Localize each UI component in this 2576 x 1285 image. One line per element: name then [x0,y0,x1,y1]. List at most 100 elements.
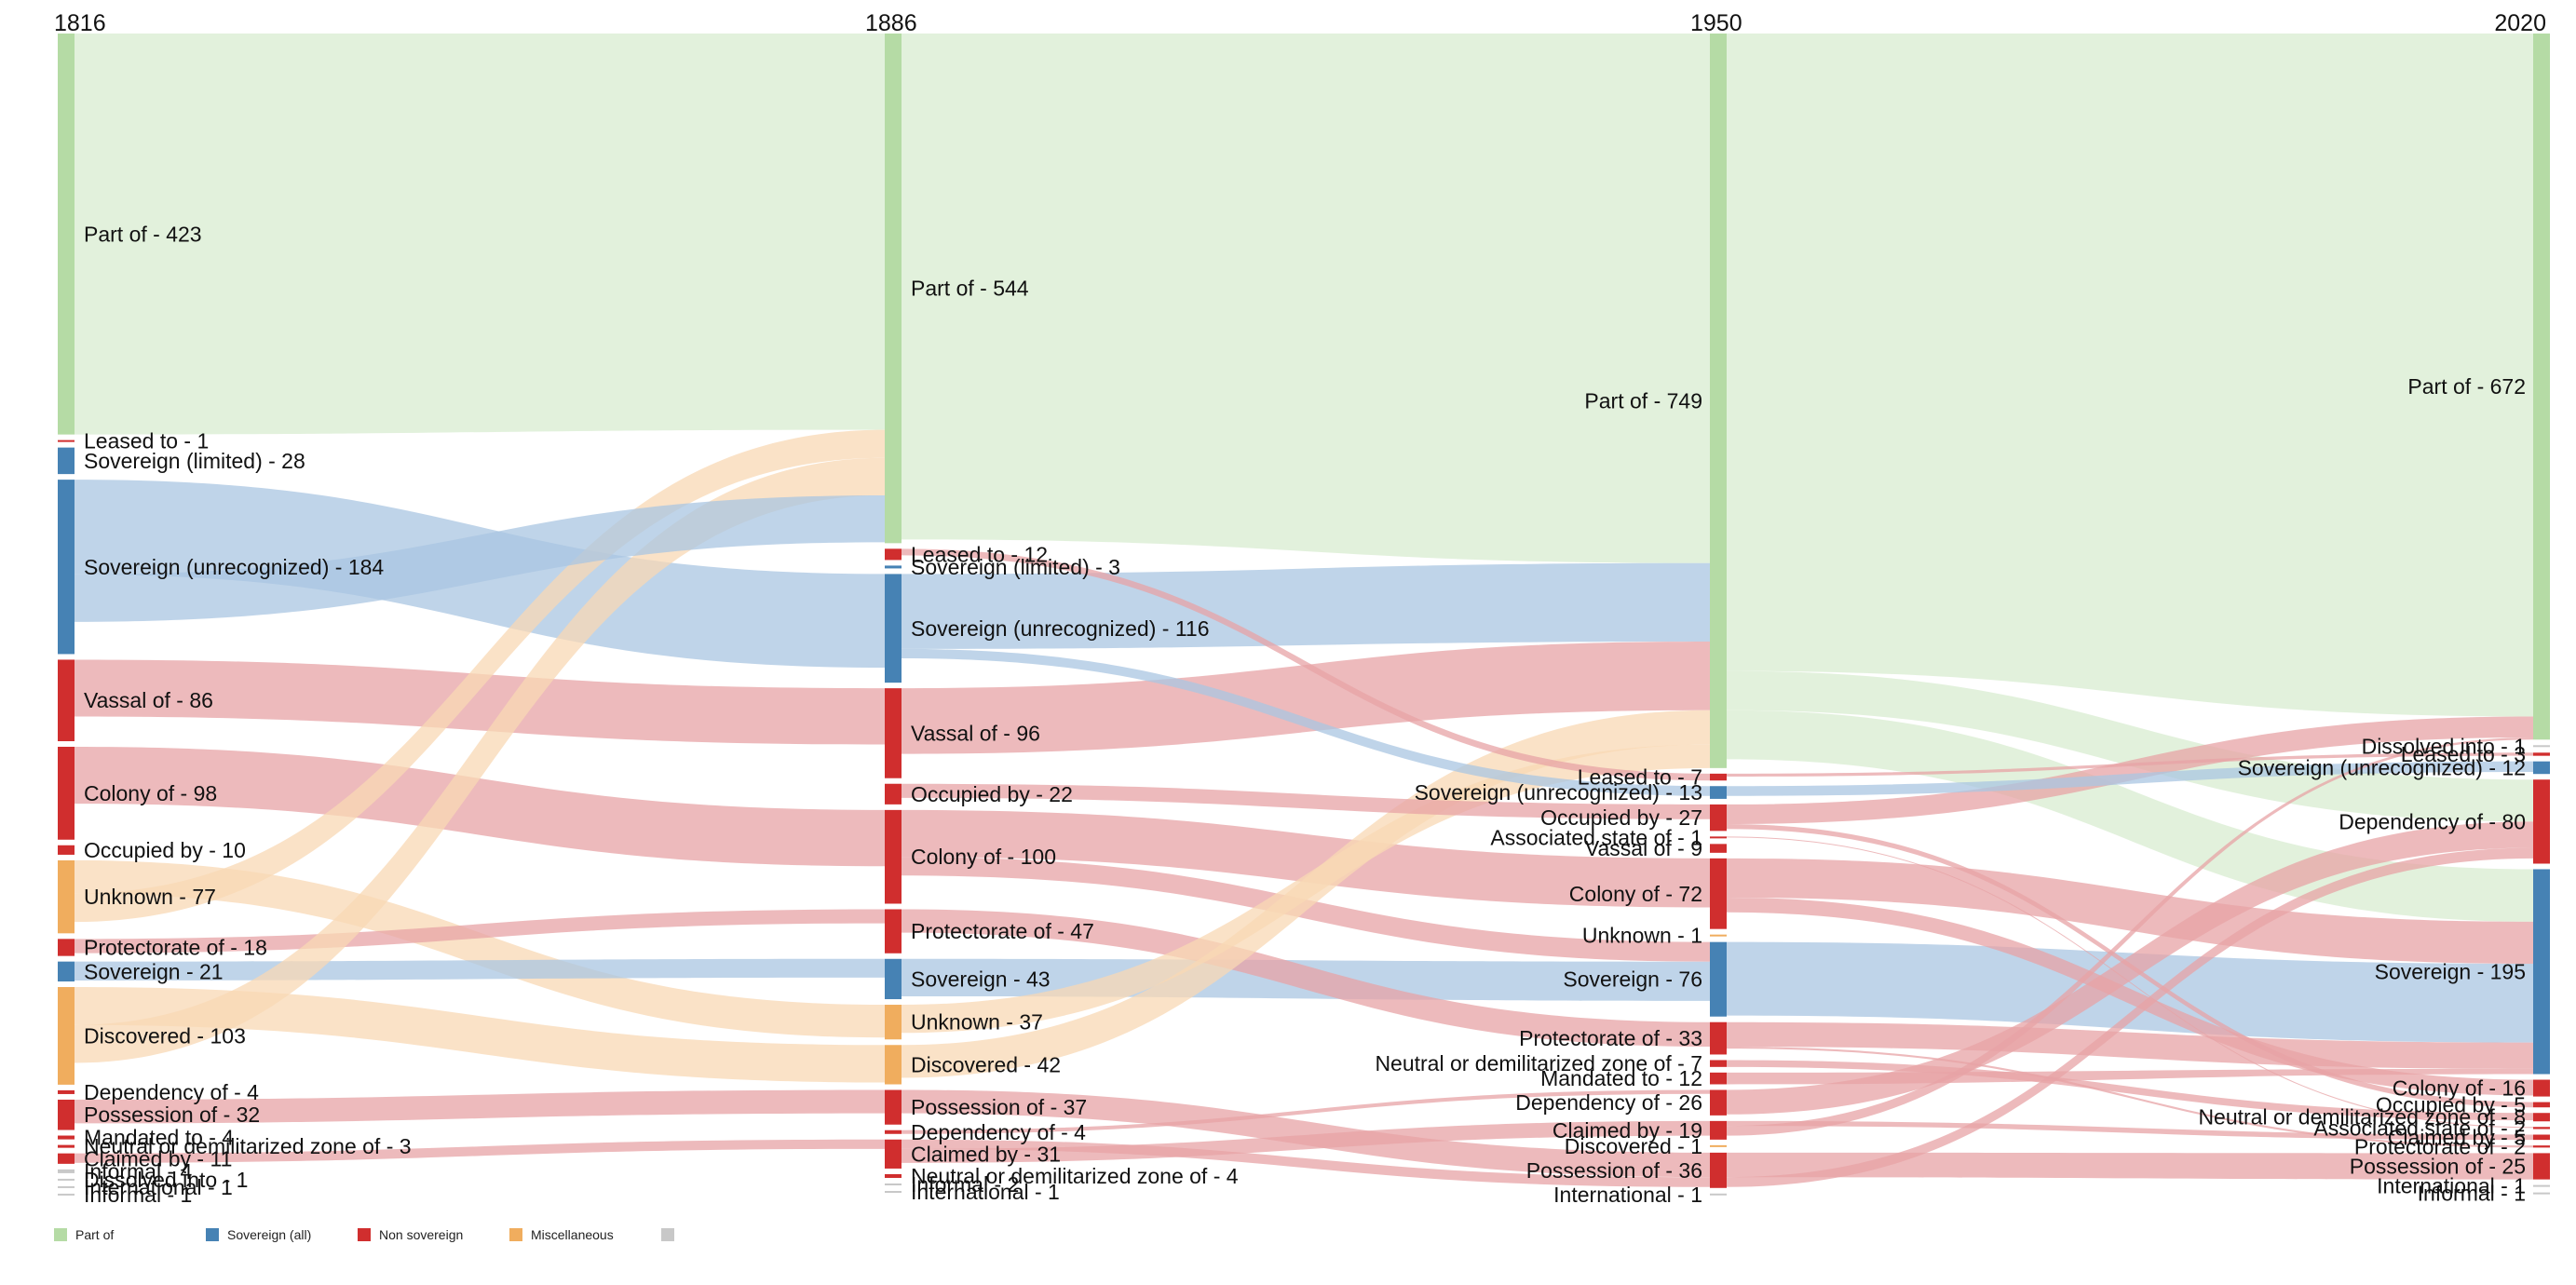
flow-link[interactable] [902,1120,1710,1163]
flow-link[interactable] [1727,1152,2533,1180]
node-bar[interactable] [2533,1102,2550,1108]
node-bar[interactable] [885,1005,902,1040]
node-bar[interactable] [2533,779,2550,864]
node-bar[interactable] [58,480,75,655]
flow-link[interactable] [1727,716,2533,824]
node-bar[interactable] [2533,1079,2550,1097]
flow-link[interactable] [75,495,885,622]
node-bar[interactable] [58,447,75,475]
flow-link[interactable] [75,987,885,1083]
node-bar[interactable] [2533,752,2550,756]
node-bar[interactable] [2533,1145,2550,1148]
flow-link[interactable] [1727,752,2533,778]
node-bar[interactable] [2533,34,2550,740]
legend-item-other[interactable] [661,1227,813,1242]
node-bar[interactable] [58,1169,75,1173]
flow-link[interactable] [1727,670,2533,822]
node-bar[interactable] [2533,869,2550,1075]
flow-link[interactable] [902,648,1710,796]
node-bar[interactable] [2533,1127,2550,1129]
flow-link[interactable] [902,641,1710,754]
node-bar[interactable] [1710,804,1727,832]
flow-link[interactable] [75,1089,885,1124]
node-bar[interactable] [58,1153,75,1164]
node-bar[interactable] [885,809,902,904]
flow-link[interactable] [902,909,1710,1048]
node-bar[interactable] [58,939,75,956]
node-bar[interactable] [1710,1089,1727,1116]
node-bar[interactable] [885,1173,902,1178]
flow-link[interactable] [1727,1021,2533,1069]
flow-link[interactable] [1727,847,2533,1187]
flow-link[interactable] [1727,897,2533,1096]
node-bar[interactable] [58,859,75,934]
node-bar[interactable] [885,1139,902,1169]
node-bar[interactable] [885,1183,902,1185]
flow-link[interactable] [902,34,1710,563]
node-bar[interactable] [58,845,75,855]
node-bar[interactable] [885,565,902,569]
flow-link[interactable] [75,909,885,954]
node-bar[interactable] [1710,1152,1727,1188]
flow-link[interactable] [902,809,1710,908]
flow-link[interactable] [1727,34,2533,717]
node-bar[interactable] [58,1135,75,1140]
node-bar[interactable] [58,1178,75,1181]
node-bar[interactable] [58,1099,75,1130]
node-bar[interactable] [1710,786,1727,799]
node-bar[interactable] [58,987,75,1085]
node-bar[interactable] [885,548,902,561]
node-bar[interactable] [58,440,75,442]
flow-link[interactable] [1727,1047,2533,1148]
node-bar[interactable] [885,1190,902,1193]
node-bar[interactable] [58,34,75,435]
flow-link[interactable] [902,1089,1710,1134]
node-bar[interactable] [58,1144,75,1148]
node-bar[interactable] [2533,1134,2550,1141]
node-bar[interactable] [885,574,902,683]
node-bar[interactable] [1710,934,1727,937]
flow-link[interactable] [75,859,885,1038]
node-bar[interactable] [2533,761,2550,775]
flow-link[interactable] [75,429,885,923]
node-bar[interactable] [58,961,75,982]
legend-item-sovereign[interactable]: Sovereign (all) [206,1227,358,1242]
flow-link[interactable] [1727,1060,2533,1121]
node-bar[interactable] [885,688,902,778]
node-bar[interactable] [58,1185,75,1188]
node-bar[interactable] [885,958,902,1000]
node-bar[interactable] [1710,1144,1727,1147]
node-bar[interactable] [2533,1113,2550,1122]
node-bar[interactable] [1710,941,1727,1017]
flow-link[interactable] [1727,823,2533,1108]
node-bar[interactable] [58,1193,75,1196]
flow-link[interactable] [1727,737,2533,1136]
node-bar[interactable] [1710,858,1727,929]
node-bar[interactable] [2533,1184,2550,1187]
legend-item-non-sovereign[interactable]: Non sovereign [358,1227,509,1242]
legend-item-miscellaneous[interactable]: Miscellaneous [509,1227,661,1242]
flow-link[interactable] [902,744,1710,1034]
node-bar[interactable] [1710,836,1727,839]
node-bar[interactable] [58,1089,75,1094]
node-bar[interactable] [1710,1072,1727,1085]
node-bar[interactable] [1710,34,1727,768]
flow-link[interactable] [902,1089,1710,1178]
flow-link[interactable] [1727,836,2533,1129]
node-bar[interactable] [58,659,75,741]
flow-link[interactable] [902,562,1710,649]
flow-link[interactable] [75,746,885,867]
flow-link[interactable] [75,1139,885,1163]
flow-link[interactable] [1727,761,2533,796]
node-bar[interactable] [885,909,902,954]
flow-link[interactable] [1727,858,2533,965]
node-bar[interactable] [2533,1153,2550,1180]
node-bar[interactable] [1710,773,1727,781]
node-bar[interactable] [885,34,902,544]
node-bar[interactable] [885,1045,902,1085]
flow-link[interactable] [75,457,885,1063]
node-bar[interactable] [1710,1060,1727,1067]
node-bar[interactable] [885,783,902,805]
node-bar[interactable] [1710,844,1727,853]
node-bar[interactable] [2533,1192,2550,1195]
